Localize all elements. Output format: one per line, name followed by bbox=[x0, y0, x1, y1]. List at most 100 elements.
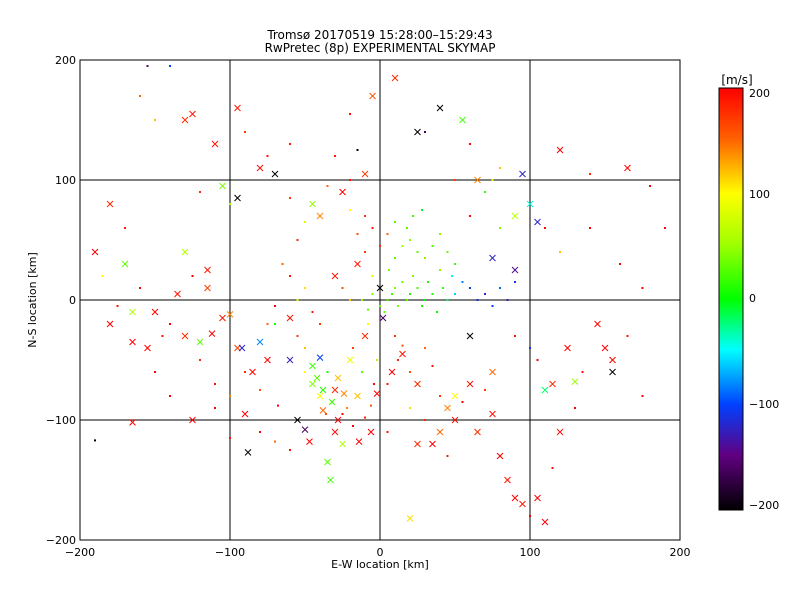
data-point-cross bbox=[256, 338, 264, 346]
data-point-dot bbox=[304, 221, 306, 223]
data-point-dot bbox=[379, 245, 381, 247]
data-point-cross bbox=[286, 314, 294, 322]
data-point-dot bbox=[274, 305, 276, 307]
data-point-dot bbox=[499, 287, 501, 289]
data-point-dot bbox=[412, 275, 414, 277]
data-point-cross bbox=[571, 378, 579, 385]
data-point-cross bbox=[286, 356, 294, 364]
data-point-cross bbox=[369, 92, 376, 100]
data-point-cross bbox=[181, 332, 189, 340]
data-point-cross bbox=[196, 338, 204, 346]
data-point-dot bbox=[406, 227, 408, 229]
data-point-dot bbox=[289, 197, 291, 199]
y-tick-label: −100 bbox=[46, 414, 76, 427]
data-point-cross bbox=[264, 356, 271, 364]
data-point-cross bbox=[294, 416, 301, 424]
data-point-cross bbox=[549, 380, 556, 388]
data-point-dot bbox=[386, 383, 389, 385]
data-point-cross bbox=[319, 386, 327, 394]
y-tick-label: 0 bbox=[69, 294, 76, 307]
data-point-dot bbox=[469, 143, 471, 145]
x-tick-label: 200 bbox=[670, 546, 691, 559]
data-point-dot bbox=[454, 263, 456, 265]
data-point-cross bbox=[436, 428, 444, 436]
data-point-dot bbox=[424, 257, 426, 259]
data-point-cross bbox=[429, 440, 436, 448]
data-point-dot bbox=[386, 233, 389, 235]
data-point-dot bbox=[352, 347, 354, 349]
data-point-dot bbox=[304, 347, 306, 349]
data-point-dot bbox=[367, 308, 369, 311]
y-tick-label: 100 bbox=[55, 174, 76, 187]
data-point-cross bbox=[444, 404, 451, 412]
data-point-dot bbox=[289, 143, 291, 145]
y-tick-label: −200 bbox=[46, 534, 76, 547]
data-point-cross bbox=[331, 272, 339, 280]
data-point-dot bbox=[349, 179, 351, 181]
data-point-dot bbox=[289, 275, 291, 277]
data-point-dot bbox=[304, 287, 306, 289]
data-point-cross bbox=[234, 104, 241, 112]
data-point-cross bbox=[534, 494, 541, 502]
data-point-dot bbox=[116, 305, 119, 307]
data-point-cross bbox=[306, 438, 313, 445]
data-point-cross bbox=[556, 428, 564, 436]
data-point-dot bbox=[388, 269, 390, 271]
data-point-dot bbox=[229, 437, 231, 439]
data-point-dot bbox=[214, 383, 216, 385]
data-point-dot bbox=[259, 431, 261, 433]
data-point-cross bbox=[319, 407, 327, 414]
data-point-dot bbox=[154, 371, 156, 373]
data-point-dot bbox=[514, 335, 516, 337]
data-point-dot bbox=[581, 371, 584, 373]
data-point-cross bbox=[519, 500, 526, 508]
data-point-dot bbox=[311, 311, 314, 313]
data-point-dot bbox=[409, 407, 411, 409]
colorbar-unit-label: [m/s] bbox=[721, 73, 752, 87]
data-point-dot bbox=[499, 167, 501, 169]
data-point-dot bbox=[461, 281, 464, 283]
data-point-dot bbox=[439, 395, 441, 397]
data-point-cross bbox=[204, 284, 211, 292]
data-point-dot bbox=[431, 293, 434, 295]
data-point-cross bbox=[367, 428, 375, 436]
data-point-dot bbox=[529, 347, 531, 349]
data-point-cross bbox=[355, 438, 363, 445]
data-point-cross bbox=[174, 290, 181, 298]
data-point-dot bbox=[169, 323, 171, 325]
data-point-cross bbox=[406, 515, 414, 522]
data-point-cross bbox=[361, 170, 369, 178]
data-point-dot bbox=[364, 416, 366, 419]
data-point-dot bbox=[589, 173, 591, 175]
data-point-dot bbox=[394, 287, 396, 289]
data-point-cross bbox=[181, 116, 189, 124]
data-point-cross bbox=[144, 344, 151, 352]
data-points-layer bbox=[91, 65, 666, 526]
data-point-dot bbox=[446, 299, 449, 301]
data-point-cross bbox=[204, 266, 211, 274]
data-point-dot bbox=[296, 335, 299, 337]
colorbar-tick-label: 100 bbox=[749, 188, 770, 201]
data-point-dot bbox=[124, 227, 126, 229]
data-point-cross bbox=[327, 476, 334, 484]
y-axis-label: N-S location [km] bbox=[26, 252, 39, 348]
data-point-dot bbox=[431, 245, 434, 247]
data-point-cross bbox=[309, 380, 316, 388]
x-tick-label: 0 bbox=[377, 546, 384, 559]
data-point-cross bbox=[361, 332, 369, 340]
data-point-dot bbox=[409, 371, 411, 373]
data-point-dot bbox=[476, 299, 479, 301]
data-point-dot bbox=[442, 287, 444, 289]
data-point-dot bbox=[454, 293, 456, 295]
data-point-dot bbox=[244, 131, 246, 133]
x-tick-label: −200 bbox=[65, 546, 95, 559]
data-point-dot bbox=[371, 275, 374, 277]
data-point-dot bbox=[401, 245, 404, 247]
data-point-dot bbox=[346, 407, 348, 409]
data-point-cross bbox=[466, 380, 474, 388]
data-point-cross bbox=[609, 356, 616, 364]
data-point-dot bbox=[146, 65, 149, 67]
data-point-dot bbox=[409, 239, 411, 241]
x-tick-label: 100 bbox=[520, 546, 541, 559]
data-point-cross bbox=[309, 362, 316, 370]
